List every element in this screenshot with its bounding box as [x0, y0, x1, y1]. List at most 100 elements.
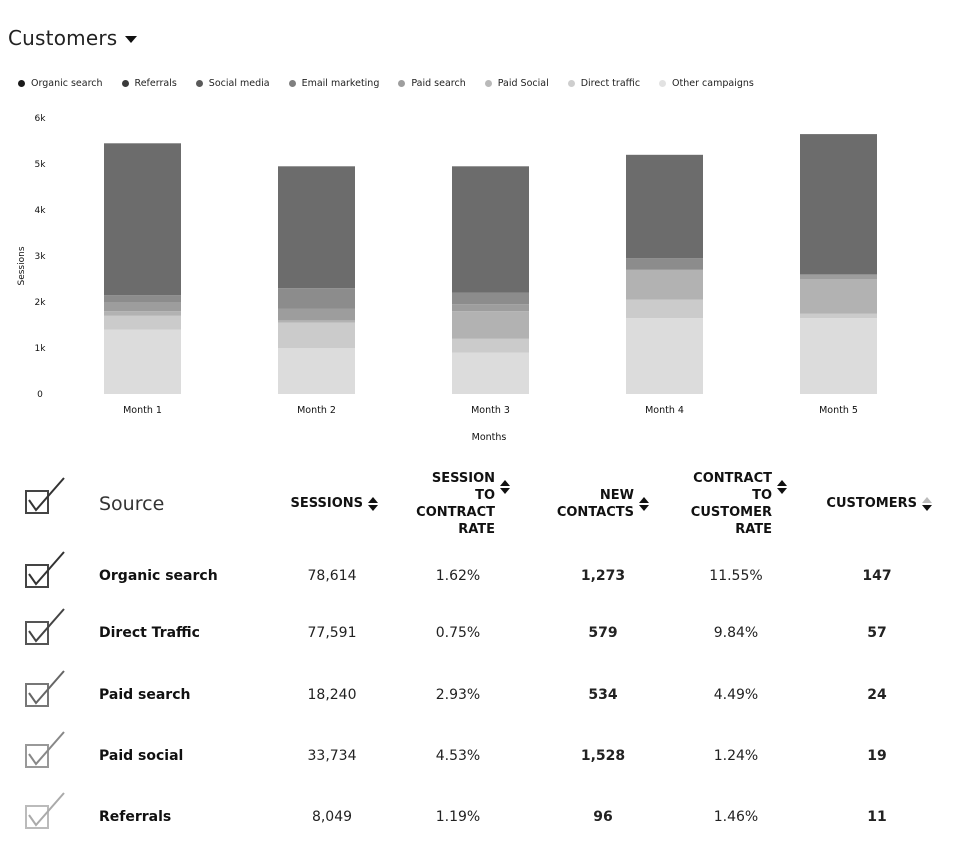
- sessions-cell: 33,734: [307, 748, 357, 764]
- customers-dropdown[interactable]: Customers: [8, 26, 138, 50]
- bar-segment: [452, 166, 529, 293]
- legend-label: Organic search: [31, 78, 103, 89]
- new-contacts-cell: 96: [593, 809, 613, 825]
- legend-dot-icon: [121, 80, 129, 87]
- contract-to-customer-rate-cell: 1.24%: [713, 748, 759, 764]
- bar-segment: [104, 302, 181, 312]
- table-row[interactable]: Paid social 33,734 4.53% 1,528 1.24% 19: [0, 731, 980, 784]
- bar-segment: [626, 299, 703, 319]
- x-tick-label: Month 2: [297, 405, 336, 416]
- bar-segment: [104, 295, 181, 302]
- legend-item[interactable]: Organic search: [18, 78, 103, 89]
- sort-icon[interactable]: [922, 496, 932, 511]
- y-tick-label: 0: [37, 390, 43, 400]
- source-column-header: Source: [99, 493, 165, 515]
- legend-dot-icon: [195, 80, 203, 87]
- legend-item[interactable]: Email marketing: [288, 78, 380, 89]
- sessions-column-header[interactable]: SESSIONS: [290, 495, 378, 512]
- y-tick-label: 3k: [35, 252, 47, 262]
- legend-label: Referrals: [134, 78, 177, 89]
- bar-segment: [278, 320, 355, 323]
- chart-legend: Organic search Referrals Social media Email…: [18, 78, 773, 89]
- source-cell: Referrals: [99, 809, 172, 825]
- table-row[interactable]: Paid search 18,240 2.93% 534 4.49% 24: [0, 670, 980, 723]
- row-checkbox[interactable]: [25, 792, 65, 829]
- customers-header-label: CUSTOMERS: [826, 496, 917, 511]
- caret-down-icon: [125, 35, 138, 43]
- sessions-stacked-bar-chart: 0 1k 2k 3k 4k 5k 6k Sessions Month 1 Month 2 Month…: [17, 114, 877, 443]
- bar-segment: [452, 311, 529, 339]
- legend-dot-icon: [18, 80, 25, 87]
- bar-segment: [104, 311, 181, 316]
- sort-icon[interactable]: [777, 480, 787, 494]
- select-all-checkbox[interactable]: [25, 477, 65, 514]
- source-cell: Paid social: [99, 748, 184, 764]
- sessions-header-label: SESSIONS: [290, 496, 363, 511]
- session-to-contract-header-label: SESSION TO CONTRACT RATE: [416, 471, 495, 537]
- bar-segment: [104, 329, 181, 394]
- x-tick-label: Month 3: [471, 405, 510, 416]
- x-axis-label: Months: [472, 432, 507, 443]
- contract-to-customer-rate-column-header[interactable]: CONTRACT TO CUSTOMER RATE: [691, 470, 787, 538]
- row-checkbox[interactable]: [25, 608, 65, 645]
- legend-item[interactable]: Paid Social: [484, 78, 549, 89]
- legend-label: Email marketing: [301, 78, 380, 89]
- sort-icon[interactable]: [368, 496, 378, 511]
- bar-segment: [104, 143, 181, 296]
- y-tick-label: 2k: [35, 298, 47, 308]
- legend-item[interactable]: Social media: [195, 78, 270, 89]
- row-checkbox[interactable]: [25, 670, 65, 707]
- sessions-cell: 77,591: [307, 625, 357, 641]
- legend-label: Other campaigns: [672, 78, 754, 89]
- customers-cell: 57: [867, 625, 887, 641]
- bar-segment: [278, 308, 355, 321]
- source-cell: Paid search: [99, 687, 191, 703]
- bar-segment: [800, 313, 877, 319]
- sort-icon[interactable]: [500, 480, 510, 494]
- bar-segment: [800, 279, 877, 314]
- legend-item[interactable]: Other campaigns: [659, 78, 754, 89]
- new-contacts-header-label: NEW CONTACTS: [556, 488, 634, 520]
- new-contacts-cell: 1,273: [580, 568, 626, 584]
- new-contacts-cell: 579: [588, 625, 618, 641]
- bar-segment: [452, 352, 529, 394]
- table-row[interactable]: Direct Traffic 77,591 0.75% 579 9.84% 57: [0, 608, 980, 661]
- new-contacts-column-header[interactable]: NEW CONTACTS: [557, 487, 649, 521]
- x-tick-label: Month 4: [645, 405, 684, 416]
- legend-item[interactable]: Paid search: [398, 78, 466, 89]
- legend-label: Direct traffic: [580, 78, 641, 89]
- legend-item[interactable]: Referrals: [121, 78, 177, 89]
- legend-item[interactable]: Direct traffic: [567, 78, 641, 89]
- y-tick-label: 4k: [35, 206, 47, 216]
- table-row[interactable]: Organic search 78,614 1.62% 1,273 11.55%…: [0, 551, 980, 604]
- page-title: Customers: [8, 26, 118, 50]
- legend-dot-icon: [484, 80, 492, 87]
- row-checkbox[interactable]: [25, 551, 65, 588]
- bar-segment: [452, 304, 529, 312]
- customers-column-header[interactable]: CUSTOMERS: [826, 495, 932, 512]
- y-tick-label: 6k: [35, 114, 47, 124]
- session-to-contract-rate-cell: 1.62%: [435, 568, 481, 584]
- source-cell: Organic search: [99, 568, 218, 584]
- y-axis-label: Sessions: [17, 246, 27, 285]
- bar-segment: [800, 134, 877, 275]
- contract-to-customer-rate-cell: 4.49%: [713, 687, 759, 703]
- legend-label: Social media: [208, 78, 270, 89]
- legend-dot-icon: [659, 80, 667, 87]
- session-to-contract-rate-cell: 0.75%: [435, 625, 481, 641]
- table-row[interactable]: Referrals 8,049 1.19% 96 1.46% 11: [0, 792, 980, 845]
- bar-segment: [104, 315, 181, 330]
- legend-dot-icon: [567, 80, 575, 87]
- customers-cell: 24: [867, 687, 887, 703]
- session-to-contract-rate-column-header[interactable]: SESSION TO CONTRACT RATE: [416, 470, 510, 538]
- sessions-cell: 8,049: [311, 809, 353, 825]
- sessions-cell: 18,240: [307, 687, 357, 703]
- sessions-cell: 78,614: [307, 568, 357, 584]
- session-to-contract-rate-cell: 4.53%: [435, 748, 481, 764]
- sort-icon[interactable]: [639, 497, 649, 511]
- customers-cell: 11: [867, 809, 887, 825]
- y-tick-label: 5k: [35, 160, 47, 170]
- new-contacts-cell: 1,528: [580, 748, 626, 764]
- bar-segment: [452, 292, 529, 305]
- row-checkbox[interactable]: [25, 731, 65, 768]
